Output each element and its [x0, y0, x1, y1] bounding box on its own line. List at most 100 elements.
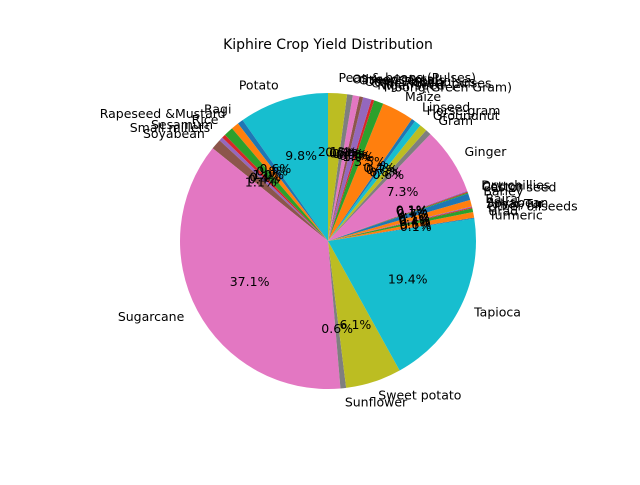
- chart-title: Kiphire Crop Yield Distribution: [223, 37, 433, 53]
- slice-soyabean-6: [212, 140, 328, 241]
- slice-percent-potato-0: 9.8%: [285, 148, 317, 163]
- slice-label-potato-0: Potato: [239, 77, 279, 92]
- slice-groundnut-23: [328, 125, 427, 241]
- slice-percent-small-millets-5: 0.4%: [248, 171, 280, 186]
- slice-percent-urad-12: 0.6%: [400, 217, 432, 232]
- slice-bajra-16: [328, 199, 472, 241]
- slice-percent-ginger-21: 7.3%: [387, 184, 419, 199]
- slice-percent-linseed-25: 0.4%: [363, 160, 395, 175]
- slice-label-other-oilseeds-13: Other oilseeds: [487, 198, 577, 213]
- slice-label-urad-12: Urad: [488, 204, 518, 219]
- slice-label-groundnut-23: Groundnut: [433, 108, 500, 123]
- slice-label-sugarcane-7: Sugarcane: [118, 309, 185, 324]
- slice-percent-dry-chillies-20: 0.1%: [396, 203, 428, 218]
- slice-label-ginger-21: Ginger: [464, 144, 507, 159]
- slice-percent-arhar-tur-14: 0.1%: [399, 213, 431, 228]
- slice-label-small-millets-5: Small millets: [130, 120, 210, 135]
- slice-label-rapeseed-mustard-2: Rapeseed &Mustard: [100, 106, 226, 121]
- slice-percent-ragi-1: 0.6%: [259, 161, 291, 176]
- slice-percent-moong-green-gram-27: 1.0%: [343, 149, 375, 164]
- slice-label-gram-22: Gram: [438, 113, 473, 128]
- slice-oilseeds-total-32: [328, 94, 353, 241]
- slice-sunflower-8: [328, 241, 347, 389]
- slice-label-arhar-tur-14: Arhar/Tur: [487, 196, 545, 211]
- slice-barley-17: [328, 193, 471, 241]
- pie-slices: [180, 93, 477, 389]
- slice-percent-castor-seed-18: 0.1%: [396, 204, 428, 219]
- slice-dry-chillies-20: [328, 190, 468, 241]
- slice-niger-seed-28: [328, 99, 375, 241]
- slice-other-oilseeds-13: [328, 208, 474, 241]
- slice-label-turmeric-11: Turmeric: [488, 207, 543, 222]
- slice-linseed-25: [328, 119, 415, 241]
- slice-percent-groundnut-23: 0.8%: [369, 165, 401, 180]
- slice-label-soyabean-15: Soyabean: [486, 195, 548, 210]
- slice-percent-turmeric-11: 0.1%: [400, 219, 432, 234]
- pie-percentages: 9.8%0.6%0.8%1.0%0.4%0.4%1.1%37.1%0.6%6.1…: [230, 144, 432, 336]
- slice-sesamum-4: [222, 134, 328, 241]
- slice-percent-peas-beans-pulses-33: 2.1%: [318, 144, 350, 159]
- slice-label-sweet-potato-9: Sweet potato: [378, 387, 461, 402]
- slice-tapioca-10: [328, 218, 477, 371]
- slice-potato-0: [242, 93, 328, 241]
- slice-percent-cotton-19: 0.1%: [396, 203, 428, 218]
- slice-label-peas-beans-pulses-33: Peas & beans (Pulses): [339, 70, 477, 85]
- slice-maize-26: [328, 103, 412, 242]
- slice-percent-niger-seed-28: 0.3%: [339, 148, 371, 163]
- slice-moong-green-gram-27: [328, 100, 384, 242]
- slice-percent-soyabean-15: 0.1%: [399, 212, 431, 227]
- slice-label-tapioca-10: Tapioca: [473, 304, 521, 319]
- slice-sugarcane-7: [180, 148, 341, 389]
- slice-arhar-tur-14: [328, 207, 473, 241]
- slice-ginger-21: [328, 134, 468, 241]
- slice-label-rice-3: Rice: [192, 112, 219, 127]
- slice-percent-other-kharif-pulses-29: 0.9%: [336, 147, 368, 162]
- slice-label-soyabean-6: Soyabean: [143, 126, 205, 141]
- slice-ragi-1: [237, 120, 328, 241]
- slice-cotton-19: [328, 191, 468, 241]
- slice-rice-3: [224, 128, 328, 241]
- slice-percent-other-rabi-pulses-30: 0.4%: [332, 146, 364, 161]
- slice-label-castor-seed-18: Castor seed: [482, 180, 556, 195]
- slice-percent-tapioca-10: 19.4%: [388, 272, 428, 287]
- slice-small-millets-5: [219, 137, 328, 241]
- slice-label-maize-26: Maize: [405, 89, 441, 104]
- slice-gram-22: [328, 130, 431, 241]
- slice-rapeseed-mustard-2: [231, 123, 328, 241]
- slice-sweet-potato-9: [328, 241, 400, 388]
- slice-percent-other-cereals-31: 0.7%: [329, 145, 361, 160]
- slice-label-dry-chillies-20: Dry chillies: [481, 178, 550, 193]
- slice-percent-rapeseed-mustard-2: 0.8%: [256, 163, 288, 178]
- slice-percent-sugarcane-7: 37.1%: [230, 274, 270, 289]
- slice-percent-sweet-potato-9: 6.1%: [340, 317, 372, 332]
- slice-label-horse-gram-24: Horse-gram: [427, 103, 501, 118]
- slice-turmeric-11: [328, 217, 475, 241]
- slice-label-cotton-19: Cotton: [482, 179, 524, 194]
- slice-label-bajra-16: Bajra: [485, 191, 518, 206]
- slice-label-oilseeds-total-32: Oilseeds total: [352, 72, 438, 87]
- slice-label-other-kharif-pulses-29: Other Kharif pulses: [371, 76, 491, 91]
- slice-horse-gram-24: [328, 121, 421, 241]
- slice-percent-soyabean-6: 1.1%: [245, 174, 277, 189]
- slice-percent-rice-3: 1.0%: [252, 167, 284, 182]
- slice-other-cereals-31: [328, 95, 360, 241]
- slice-label-sesamum-4: Sesamum: [151, 117, 213, 132]
- slice-percent-bajra-16: 0.7%: [398, 210, 430, 225]
- slice-label-ragi-1: Ragi: [204, 101, 231, 116]
- slice-percent-sesamum-4: 0.4%: [249, 170, 281, 185]
- slice-urad-12: [328, 211, 475, 241]
- slice-percent-barley-17: 0.7%: [397, 206, 429, 221]
- slice-percent-horse-gram-24: 0.7%: [366, 162, 398, 177]
- slice-label-linseed-25: Linseed: [422, 100, 470, 115]
- slice-percent-gram-22: 0.6%: [372, 167, 404, 182]
- slice-other-kharif-pulses-29: [328, 97, 372, 241]
- slice-soyabean-15: [328, 206, 473, 241]
- slice-percent-oilseeds-total-32: 0.6%: [325, 145, 357, 160]
- slice-castor-seed-18: [328, 192, 469, 241]
- slice-label-barley-17: Barley: [483, 184, 524, 199]
- slice-other-rabi-pulses-30: [328, 96, 364, 242]
- slice-peas-beans-pulses-33: [328, 93, 348, 241]
